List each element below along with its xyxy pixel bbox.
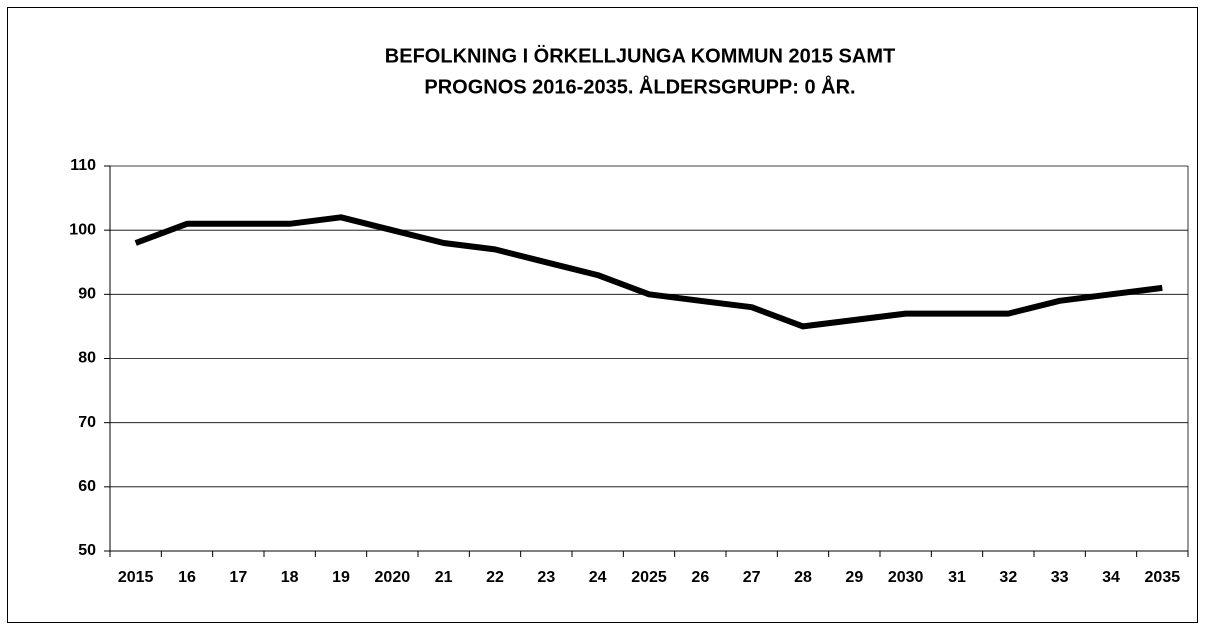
x-tick-label: 17 xyxy=(229,569,247,586)
x-tick-label: 2030 xyxy=(888,569,924,586)
chart-frame xyxy=(7,7,1198,623)
y-tick-label: 70 xyxy=(78,414,96,431)
x-tick-label: 29 xyxy=(845,569,863,586)
x-tick-label: 2035 xyxy=(1145,569,1181,586)
x-tick-label: 28 xyxy=(794,569,812,586)
x-tick-label: 21 xyxy=(435,569,453,586)
x-tick-label: 27 xyxy=(743,569,761,586)
x-tick-label: 23 xyxy=(537,569,555,586)
y-tick-label: 110 xyxy=(70,157,96,174)
x-tick-label: 18 xyxy=(281,569,299,586)
data-line xyxy=(134,214,1163,330)
y-tick-label: 50 xyxy=(78,542,96,559)
y-tick-label: 90 xyxy=(78,286,96,303)
x-tick-label: 19 xyxy=(332,569,350,586)
x-tick-label: 31 xyxy=(948,569,966,586)
x-tick-label: 22 xyxy=(486,569,504,586)
x-tick-label: 34 xyxy=(1102,569,1120,586)
y-tick-label: 80 xyxy=(78,350,96,367)
chart-title: PROGNOS 2016-2035. ÅLDERSGRUPP: 0 ÅR. xyxy=(424,74,855,98)
x-tick-label: 24 xyxy=(589,569,607,586)
chart-title: BEFOLKNING I ÖRKELLJUNGA KOMMUN 2015 SAM… xyxy=(385,44,895,67)
x-tick-label: 2025 xyxy=(631,569,667,586)
y-tick-label: 100 xyxy=(69,221,96,238)
x-tick-label: 26 xyxy=(691,569,709,586)
x-tick-label: 32 xyxy=(999,569,1017,586)
x-tick-label: 2020 xyxy=(375,569,411,586)
x-tick-label: 16 xyxy=(178,569,196,586)
x-tick-label: 2015 xyxy=(118,569,154,586)
x-tick-label: 33 xyxy=(1051,569,1069,586)
y-tick-label: 60 xyxy=(78,478,96,495)
